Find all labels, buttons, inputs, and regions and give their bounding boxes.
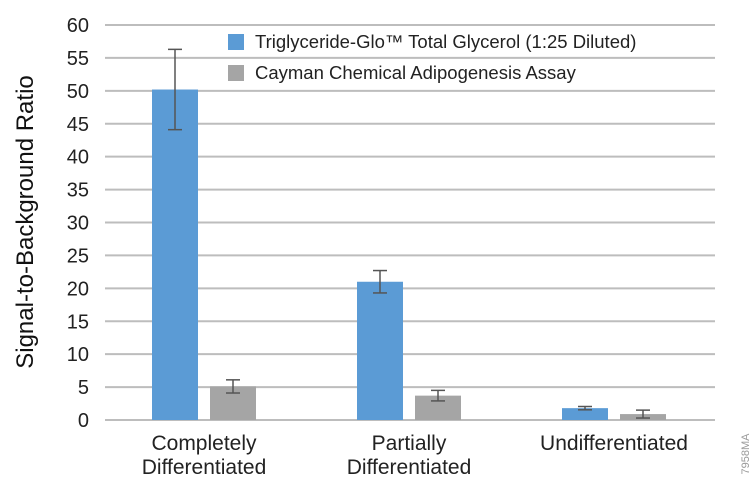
y-axis-label: Signal-to-Background Ratio bbox=[12, 75, 39, 369]
bar-series0-cat0 bbox=[152, 89, 198, 421]
y-tick-label: 10 bbox=[67, 344, 89, 366]
y-tick-label: 5 bbox=[78, 377, 89, 399]
error-bar-series1-cat1 bbox=[431, 389, 445, 402]
legend-swatch bbox=[228, 65, 244, 81]
legend-label: Cayman Chemical Adipogenesis Assay bbox=[255, 62, 577, 83]
legend: Triglyceride-Glo™ Total Glycerol (1:25 D… bbox=[228, 31, 636, 83]
y-tick-label: 25 bbox=[67, 245, 89, 267]
bar-series0-cat2 bbox=[562, 408, 608, 420]
category-label: Completely Differentiated bbox=[142, 432, 267, 479]
y-tick-label: 15 bbox=[67, 311, 89, 333]
y-tick-label: 35 bbox=[67, 180, 89, 202]
bar-series0-cat1 bbox=[357, 281, 403, 420]
legend-item-0: Triglyceride-Glo™ Total Glycerol (1:25 D… bbox=[228, 31, 636, 52]
category-label-line: Undifferentiated bbox=[540, 432, 688, 455]
category-label-line: Differentiated bbox=[142, 456, 267, 479]
error-bar-series0-cat2 bbox=[578, 405, 592, 411]
legend-label: Triglyceride-Glo™ Total Glycerol (1:25 D… bbox=[255, 31, 636, 52]
category-label: Partially Differentiated bbox=[347, 432, 472, 479]
error-bar-series1-cat2 bbox=[636, 409, 650, 419]
bars bbox=[152, 89, 666, 421]
y-tick-label: 20 bbox=[67, 278, 89, 300]
y-tick-label: 0 bbox=[78, 410, 89, 432]
gridlines bbox=[105, 24, 715, 421]
y-axis-ticks: 0 5 10 15 20 25 30 35 40 45 50 55 60 bbox=[67, 15, 89, 432]
y-tick-label: 30 bbox=[67, 213, 89, 235]
error-bar-series0-cat1 bbox=[373, 269, 387, 294]
y-tick-label: 45 bbox=[67, 114, 89, 136]
category-label-line: Completely bbox=[151, 432, 257, 455]
y-tick-label: 50 bbox=[67, 81, 89, 103]
error-bar-series0-cat0 bbox=[168, 48, 182, 131]
error-bar-series1-cat0 bbox=[226, 379, 240, 394]
category-label: Undifferentiated bbox=[540, 432, 688, 455]
legend-swatch bbox=[228, 34, 244, 50]
y-tick-label: 60 bbox=[67, 15, 89, 37]
category-label-line: Differentiated bbox=[347, 456, 472, 479]
legend-item-1: Cayman Chemical Adipogenesis Assay bbox=[228, 62, 577, 83]
y-tick-label: 55 bbox=[67, 48, 89, 70]
category-label-line: Partially bbox=[372, 432, 447, 455]
y-tick-label: 40 bbox=[67, 147, 89, 169]
figure-code-watermark: 7958MA bbox=[740, 433, 752, 475]
error-bars bbox=[168, 48, 650, 419]
